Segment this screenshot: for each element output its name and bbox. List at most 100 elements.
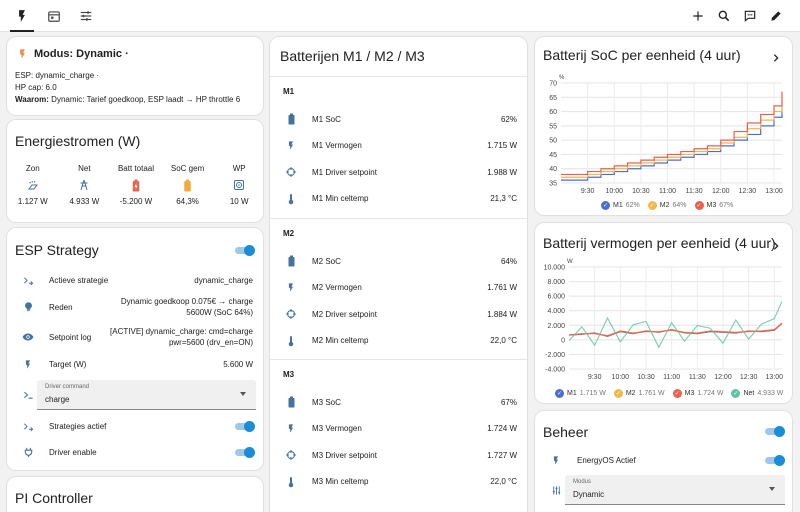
legend-value: 62% <box>625 202 640 209</box>
chevron-right-icon[interactable] <box>771 50 781 68</box>
legend-item[interactable]: ✓ M1 62% <box>601 201 640 210</box>
legend-item[interactable]: ✓ M1 1.715 W <box>555 389 606 398</box>
battery-row[interactable]: M1 Driver setpoint 1.988 W <box>270 165 527 179</box>
driver-command-select[interactable]: Driver command charge <box>37 380 256 410</box>
plus-icon[interactable] <box>688 6 708 26</box>
battery-row[interactable]: M3 Min celtemp 22,0 °C <box>270 475 527 489</box>
beheer-card: Beheer EnergyOS Actief Modus Dynamic <box>534 410 793 512</box>
x-tick-label: 11:30 <box>686 188 703 195</box>
heat-pump-icon <box>234 180 245 190</box>
soc-chart: 70 65 60 55 50 45 40 35 9:30 10:00 10:30 11:00 11:30… <box>549 75 783 195</box>
battery-row[interactable]: M1 SoC 62% <box>270 112 527 126</box>
chevron-right-icon[interactable] <box>771 238 781 256</box>
battery-row[interactable]: M2 SoC 64% <box>270 254 527 268</box>
energy-item-soc-gem[interactable]: SoC gem 64,3% <box>170 164 205 206</box>
row-target[interactable]: Target (W) 5.600 W <box>7 357 263 371</box>
battery-row-value: 1.727 W <box>487 450 517 460</box>
batteries-title: Batterijen M1 / M2 / M3 <box>280 48 425 64</box>
check-icon: ✓ <box>647 201 657 210</box>
battery-row-label: M2 Driver setpoint <box>312 309 377 319</box>
battery-row-value: 64% <box>500 256 517 266</box>
legend-item[interactable]: ✓ Net 4.933 W <box>731 389 783 398</box>
energyos-toggle[interactable] <box>763 454 785 466</box>
row-setpoint-log[interactable]: Setpoint log [ACTIVE] dynamic_charge: cm… <box>7 325 263 349</box>
solar-icon <box>27 180 38 190</box>
lightning-icon <box>21 357 35 371</box>
energy-item-net[interactable]: Net 4.933 W <box>69 164 100 206</box>
battery-row[interactable]: M2 Min celtemp 22,0 °C <box>270 334 527 348</box>
energy-tab[interactable] <box>6 0 38 32</box>
legend-item[interactable]: ✓ M3 67% <box>694 201 734 210</box>
pencil-icon[interactable] <box>766 6 786 26</box>
battery-row[interactable]: M1 Vermogen 1.715 W <box>270 139 527 153</box>
x-tick-label: 12:30 <box>740 374 758 381</box>
battery-row[interactable]: M2 Driver setpoint 1.884 W <box>270 307 527 321</box>
modus-hp-cap: HP cap: 6.0 <box>15 83 57 92</box>
row-driver-enable[interactable]: Driver enable <box>7 445 263 459</box>
battery-row-label: M2 SoC <box>312 256 341 266</box>
lightning-icon <box>284 422 298 436</box>
x-tick-label: 12:00 <box>714 374 732 381</box>
pi-title: PI Controller <box>15 490 93 506</box>
battery-row[interactable]: M3 Driver setpoint 1.727 W <box>270 448 527 462</box>
y-tick-label: 70 <box>549 81 557 88</box>
power-chart-title: Batterij vermogen per eenheid (4 uur) <box>543 235 776 251</box>
energy-item-zon[interactable]: Zon 1.127 W <box>17 164 48 206</box>
legend-item[interactable]: ✓ M3 1.724 W <box>672 389 723 398</box>
esp-strategy-toggle[interactable] <box>233 244 255 256</box>
battery-row-value: 22,0 °C <box>490 336 517 345</box>
row-modus-select: Modus Dynamic <box>535 475 792 505</box>
crosshairs-icon <box>284 307 298 321</box>
row-reden[interactable]: Reden Dynamic goedkoop 0.075€ → charge 56… <box>7 295 263 319</box>
legend-item[interactable]: ✓ M2 64% <box>647 201 687 210</box>
legend-value: 67% <box>719 202 734 209</box>
x-tick-label: 13:00 <box>766 374 784 381</box>
calendar-tab[interactable] <box>38 0 70 32</box>
legend-value: 1.715 W <box>579 390 606 397</box>
legend-name: Net <box>743 390 755 397</box>
battery-row-value: 22,0 °C <box>490 477 517 486</box>
y-tick-label: 55 <box>549 123 557 130</box>
battery-row-value: 1.715 W <box>487 141 517 150</box>
battery-row[interactable]: M3 SoC 67% <box>270 395 527 409</box>
energy-item-batt-totaal[interactable]: Batt totaal -5.200 W <box>117 164 154 206</box>
y-tick-label: 60 <box>549 109 557 116</box>
y-tick-label: 65 <box>549 95 557 102</box>
settings-tab[interactable] <box>70 0 102 32</box>
x-tick-label: 9:30 <box>588 374 602 381</box>
x-tick-label: 10:30 <box>637 374 655 381</box>
driver-enable-toggle[interactable] <box>233 446 255 458</box>
group-separator <box>270 359 527 360</box>
legend-value: 4.933 W <box>757 390 784 397</box>
legend-name: M2 <box>625 390 636 397</box>
check-icon: ✓ <box>601 201 610 210</box>
battery-icon <box>284 112 298 126</box>
beheer-toggle[interactable] <box>763 425 785 437</box>
x-tick-label: 10:30 <box>632 188 650 195</box>
legend-name: M1 <box>567 390 577 397</box>
battery-row[interactable]: M2 Vermogen 1.761 W <box>270 281 527 295</box>
strategies-actief-toggle[interactable] <box>233 420 255 432</box>
thermometer-icon <box>284 334 298 348</box>
battery-row[interactable]: M3 Vermogen 1.724 W <box>270 422 527 436</box>
row-energyos-actief[interactable]: EnergyOS Actief <box>535 453 792 467</box>
x-tick-label: 10:00 <box>612 374 630 381</box>
y-axis-unit: W <box>567 259 573 265</box>
battery-row[interactable]: M1 Min celtemp 21,3 °C <box>270 192 527 206</box>
eye-icon <box>21 330 35 344</box>
search-icon[interactable] <box>714 6 734 26</box>
row-actieve-strategie[interactable]: Actieve strategie dynamic_charge <box>7 273 263 287</box>
esp-title: ESP Strategy <box>15 242 99 258</box>
thermometer-icon <box>284 192 298 206</box>
battery-row-label: M1 SoC <box>312 114 341 124</box>
row-driver-command: Driver command charge <box>7 380 263 410</box>
chevron-down-icon <box>240 392 246 396</box>
group-separator <box>270 218 527 219</box>
assist-icon[interactable] <box>740 6 760 26</box>
modus-select[interactable]: Modus Dynamic <box>565 475 785 505</box>
battery-icon <box>284 254 298 268</box>
legend-item[interactable]: ✓ M2 1.761 W <box>613 389 665 398</box>
energy-item-wp[interactable]: WP 10 W <box>229 164 249 206</box>
battery-row-label: M2 Vermogen <box>312 283 362 292</box>
row-strategies-actief[interactable]: Strategies actief <box>7 419 263 433</box>
